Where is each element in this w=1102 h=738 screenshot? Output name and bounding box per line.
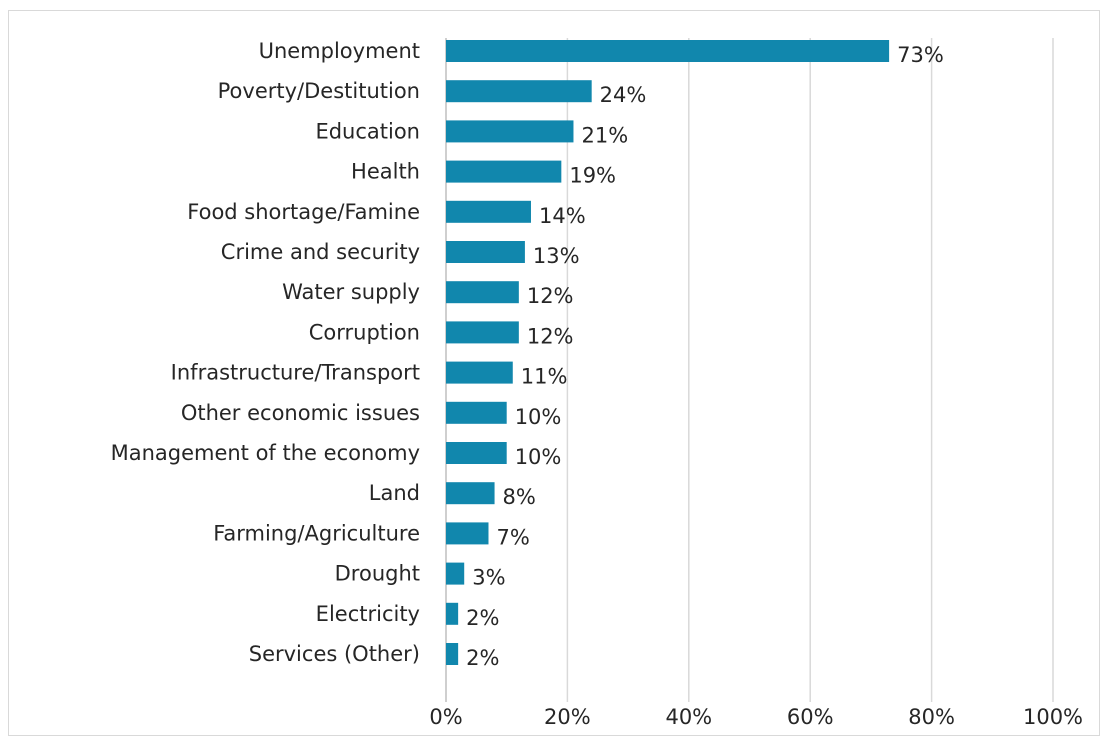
data-label: 2% — [466, 646, 499, 670]
bar — [446, 482, 495, 505]
bar — [446, 522, 489, 545]
data-label: 11% — [521, 365, 568, 389]
bar — [446, 442, 507, 464]
bar — [446, 361, 513, 384]
category-label: Farming/Agriculture — [213, 521, 420, 545]
category-label: Drought — [335, 562, 420, 586]
bar — [446, 401, 507, 424]
data-label: 73% — [897, 43, 944, 67]
data-label: 7% — [496, 525, 529, 549]
bar — [446, 200, 531, 223]
bar — [446, 643, 459, 665]
bar — [446, 40, 890, 62]
category-label: Services (Other) — [249, 642, 420, 666]
x-tick-label: 0% — [429, 705, 462, 729]
category-label: Land — [369, 481, 420, 505]
data-label: 12% — [527, 324, 574, 348]
bar — [446, 80, 592, 103]
bar — [446, 281, 519, 304]
x-tick-label: 20% — [544, 705, 591, 729]
data-label: 10% — [515, 445, 562, 469]
x-tick-label: 100% — [1023, 705, 1083, 729]
bar — [446, 602, 459, 625]
data-labels: 73% 24% 21% 19% 14% 13% 12% 12% 11% 10% 10% 8% 7% 3% 2… — [466, 43, 944, 670]
x-tick-label: 60% — [787, 705, 834, 729]
x-tick-label: 80% — [908, 705, 955, 729]
data-label: 2% — [466, 606, 499, 630]
category-label: Education — [315, 119, 420, 143]
category-label: Corruption — [309, 320, 420, 344]
bar — [446, 160, 562, 183]
category-label: Unemployment — [259, 39, 420, 63]
bar — [446, 321, 519, 344]
category-label: Poverty/Destitution — [218, 79, 420, 103]
category-label: Crime and security — [221, 240, 420, 264]
category-label: Electricity — [316, 602, 420, 626]
bars — [446, 40, 890, 665]
data-label: 14% — [539, 204, 586, 228]
data-label: 13% — [533, 244, 580, 268]
x-axis-ticks: 0% 20% 40% 60% 80% 100% — [429, 705, 1083, 729]
data-label: 10% — [515, 405, 562, 429]
category-label: Health — [351, 160, 420, 184]
category-label: Infrastructure/Transport — [171, 361, 420, 385]
data-label: 3% — [472, 566, 505, 590]
category-labels: Unemployment Poverty/Destitution Education… — [111, 39, 420, 666]
data-label: 21% — [581, 123, 628, 147]
bar — [446, 241, 525, 263]
bar — [446, 120, 574, 143]
data-label: 12% — [527, 284, 574, 308]
category-label: Water supply — [282, 280, 420, 304]
data-label: 24% — [600, 83, 647, 107]
x-tick-label: 40% — [665, 705, 712, 729]
data-label: 19% — [569, 164, 616, 188]
data-label: 8% — [503, 485, 536, 509]
category-label: Management of the economy — [111, 441, 420, 465]
category-label: Food shortage/Famine — [187, 200, 420, 224]
category-label: Other economic issues — [181, 401, 420, 425]
bar — [446, 562, 465, 585]
gridlines — [566, 38, 1054, 702]
